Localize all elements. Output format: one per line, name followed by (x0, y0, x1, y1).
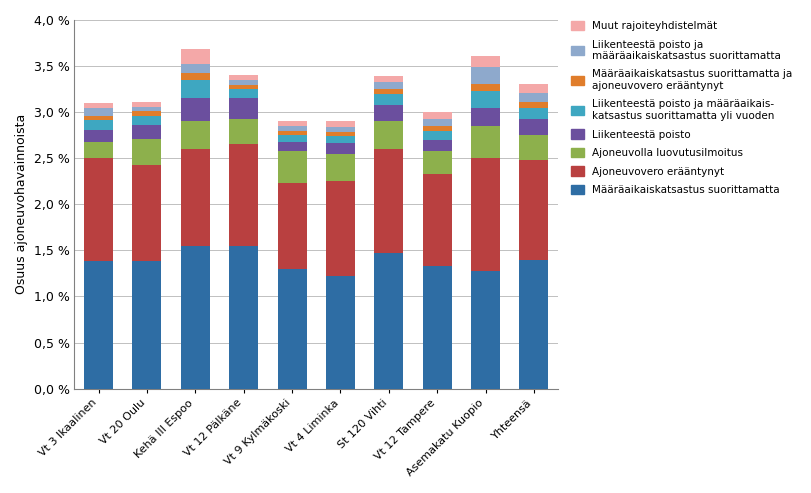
Bar (277, 121, 307, 126)
Bar (84, 103, 113, 108)
Bar (470, 107, 500, 126)
Bar (277, 126, 307, 131)
Bar (229, 80, 258, 84)
Bar (325, 181, 354, 276)
Bar (374, 149, 403, 253)
Bar (181, 49, 209, 64)
Bar (374, 94, 403, 105)
Bar (519, 135, 547, 160)
Bar (84, 158, 113, 261)
Bar (470, 91, 500, 107)
Bar (181, 73, 209, 80)
Bar (132, 102, 161, 106)
Bar (229, 84, 258, 89)
Bar (423, 126, 451, 131)
Bar (325, 121, 354, 127)
Bar (519, 119, 547, 135)
Bar (325, 276, 354, 388)
Bar (132, 111, 161, 116)
Bar (325, 132, 354, 136)
Bar (470, 158, 500, 271)
Bar (181, 98, 209, 121)
Bar (132, 139, 161, 165)
Bar (423, 112, 451, 119)
Bar (132, 261, 161, 388)
Bar (132, 125, 161, 139)
Legend: Muut rajoiteyhdistelmät, Liikenteestä poisto ja
määräaikaiskatsastus suorittamat: Muut rajoiteyhdistelmät, Liikenteestä po… (568, 18, 795, 198)
Bar (519, 160, 547, 260)
Bar (84, 261, 113, 388)
Bar (84, 120, 113, 130)
Y-axis label: Osuus ajoneuvohavainnoista: Osuus ajoneuvohavainnoista (15, 114, 28, 294)
Bar (84, 141, 113, 158)
Bar (325, 154, 354, 181)
Bar (423, 131, 451, 140)
Bar (374, 76, 403, 82)
Bar (374, 105, 403, 121)
Bar (470, 126, 500, 158)
Bar (374, 253, 403, 388)
Bar (181, 149, 209, 246)
Bar (229, 98, 258, 119)
Bar (519, 102, 547, 107)
Bar (423, 174, 451, 266)
Bar (84, 116, 113, 120)
Bar (229, 144, 258, 246)
Bar (374, 89, 403, 94)
Bar (519, 93, 547, 102)
Bar (181, 64, 209, 73)
Bar (277, 269, 307, 388)
Bar (519, 260, 547, 388)
Bar (423, 140, 451, 151)
Bar (229, 89, 258, 98)
Bar (229, 75, 258, 80)
Bar (519, 107, 547, 119)
Bar (84, 130, 113, 141)
Bar (181, 246, 209, 388)
Bar (423, 151, 451, 174)
Bar (325, 136, 354, 142)
Bar (229, 246, 258, 388)
Bar (277, 131, 307, 135)
Bar (229, 119, 258, 144)
Bar (470, 56, 500, 67)
Bar (519, 84, 547, 93)
Bar (277, 135, 307, 141)
Bar (470, 271, 500, 388)
Bar (84, 108, 113, 116)
Bar (423, 266, 451, 388)
Bar (374, 82, 403, 89)
Bar (132, 165, 161, 261)
Bar (325, 142, 354, 154)
Bar (277, 151, 307, 183)
Bar (470, 67, 500, 84)
Bar (374, 121, 403, 149)
Bar (277, 183, 307, 269)
Bar (181, 121, 209, 149)
Bar (181, 80, 209, 98)
Bar (423, 119, 451, 126)
Bar (132, 116, 161, 125)
Bar (132, 106, 161, 111)
Bar (277, 141, 307, 151)
Bar (470, 84, 500, 91)
Bar (325, 127, 354, 132)
